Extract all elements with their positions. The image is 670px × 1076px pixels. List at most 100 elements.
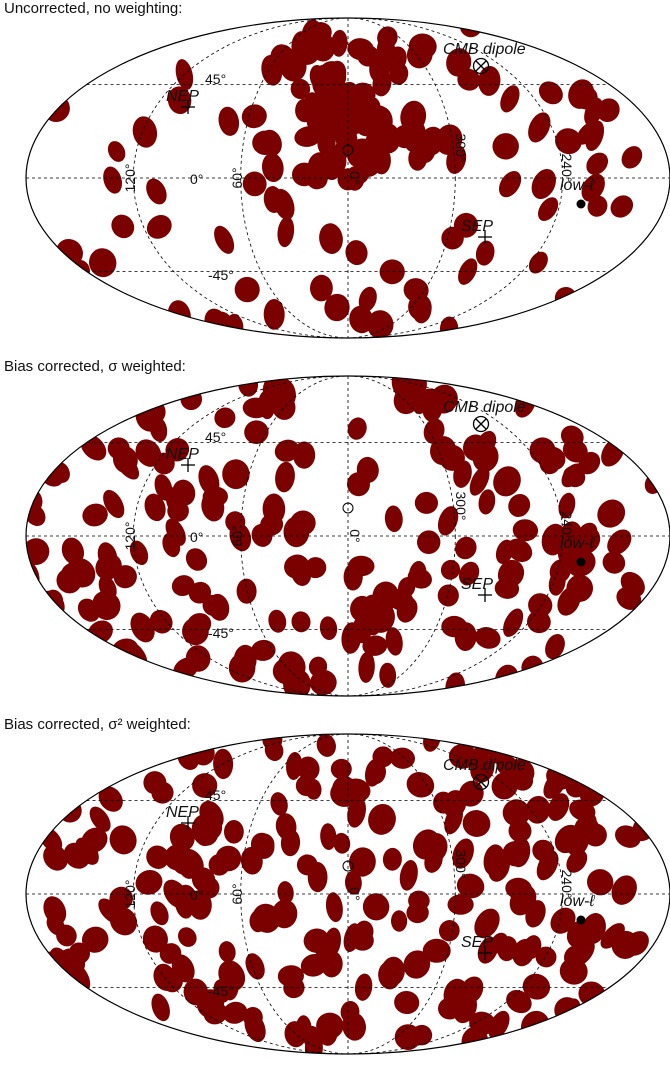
blob (142, 925, 168, 953)
blob (447, 894, 474, 915)
blob (403, 278, 429, 303)
blob (453, 992, 478, 1024)
blob (214, 225, 235, 254)
blob (202, 594, 224, 617)
blob (81, 827, 108, 853)
blob (538, 81, 563, 105)
sep-label: SEP (461, 934, 493, 951)
blob (89, 248, 117, 278)
blob (135, 870, 163, 895)
blob (241, 104, 267, 129)
blob (578, 451, 601, 475)
blob (557, 586, 581, 616)
blob (95, 553, 122, 580)
blob (270, 792, 288, 816)
blob (390, 910, 408, 932)
blob (316, 734, 336, 757)
blob (360, 594, 383, 622)
blob (347, 417, 367, 440)
blob (109, 825, 137, 855)
blob (462, 810, 491, 837)
blob (159, 943, 182, 964)
plus-icon (478, 230, 492, 244)
lon-label: 0° (347, 529, 363, 542)
blob (316, 1012, 344, 1039)
blob (317, 131, 336, 157)
blob (574, 815, 600, 841)
blob (566, 849, 588, 873)
blob (98, 786, 123, 812)
panel-title: Bias corrected, σ weighted: (4, 358, 186, 375)
blob (562, 438, 588, 463)
blob (229, 522, 252, 552)
blob (478, 65, 501, 96)
lon-label: 120° (122, 880, 138, 909)
blob (81, 926, 109, 953)
blob (344, 870, 362, 895)
blob (394, 990, 420, 1015)
blob (234, 276, 260, 303)
blob (345, 240, 368, 266)
blob (165, 438, 190, 462)
blob (377, 26, 398, 49)
blob (321, 951, 343, 978)
blob (89, 806, 111, 832)
blob (528, 593, 553, 618)
blob (307, 152, 330, 180)
centre-marker-icon (342, 144, 354, 156)
plus-icon (478, 946, 492, 960)
blob (379, 259, 405, 285)
blob (474, 627, 501, 649)
blob (406, 40, 433, 69)
centre-marker-icon (342, 860, 354, 872)
blob (601, 438, 625, 467)
blob (602, 551, 626, 574)
blob (279, 49, 307, 82)
blob (198, 465, 220, 496)
blob (218, 941, 236, 963)
blob (488, 853, 510, 882)
blob (347, 38, 375, 61)
map-outline (25, 375, 670, 697)
blob (249, 910, 267, 933)
blob (258, 390, 275, 420)
blob (368, 803, 396, 835)
blob (525, 795, 551, 824)
blob (103, 489, 125, 519)
plus-icon (181, 816, 195, 830)
blob (554, 997, 580, 1023)
blob (260, 129, 282, 156)
blob (390, 747, 415, 769)
blob (129, 540, 149, 566)
blob (297, 756, 320, 781)
blob (284, 1021, 307, 1048)
blob (354, 920, 374, 943)
blob (422, 938, 451, 963)
blob (340, 1001, 360, 1023)
blob (153, 452, 175, 475)
map-outline (25, 17, 670, 339)
blob (488, 1010, 510, 1040)
blob (372, 146, 391, 175)
blob (132, 116, 158, 148)
nep-label: NEP (166, 446, 199, 463)
blob (277, 881, 294, 904)
blob (416, 530, 441, 554)
blob (399, 859, 418, 891)
blob (424, 848, 443, 873)
blob (296, 854, 318, 876)
blob (222, 1001, 248, 1024)
lon-label: 0° (347, 171, 363, 184)
blob (26, 538, 50, 565)
blob (347, 796, 367, 828)
blob (528, 251, 548, 274)
blob (275, 461, 295, 493)
filled-circle-icon (576, 557, 586, 567)
blob (109, 886, 133, 911)
blob (531, 168, 556, 200)
blob (502, 799, 531, 827)
circled-x-icon (472, 773, 490, 791)
blob (439, 444, 465, 471)
blob (400, 100, 427, 133)
blob (224, 820, 244, 844)
